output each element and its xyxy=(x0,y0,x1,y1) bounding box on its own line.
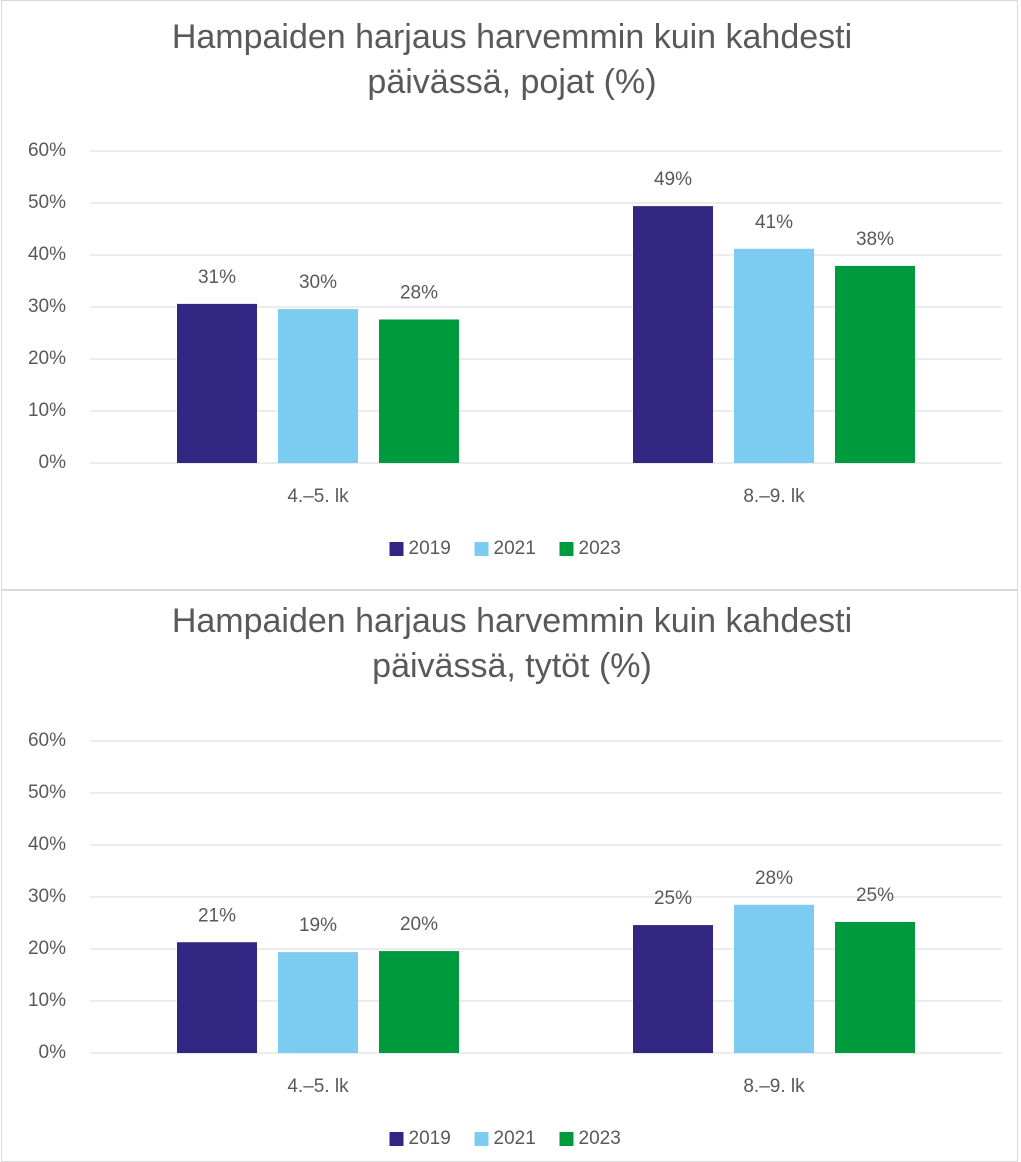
data-label: 38% xyxy=(856,229,894,250)
data-label: 28% xyxy=(755,868,793,889)
legend-swatch xyxy=(559,1132,574,1146)
legend-label: 2023 xyxy=(579,538,621,559)
x-tick-label: 8.–9. lk xyxy=(743,486,805,507)
legend-swatch xyxy=(389,542,404,556)
data-label: 19% xyxy=(299,915,337,936)
legend-label: 2021 xyxy=(494,1128,536,1149)
bar xyxy=(177,303,257,463)
bar xyxy=(278,309,358,463)
data-label: 20% xyxy=(400,914,438,935)
y-tick-label: 0% xyxy=(39,452,67,473)
y-tick-label: 0% xyxy=(39,1042,67,1063)
legend-label: 2023 xyxy=(579,1128,621,1149)
y-tick-label: 50% xyxy=(28,782,66,803)
bar xyxy=(379,319,459,463)
chart-title: Hampaiden harjaus harvemmin kuin kahdest… xyxy=(171,18,853,101)
data-label: 28% xyxy=(400,282,438,303)
data-label: 41% xyxy=(755,212,793,233)
y-tick-label: 30% xyxy=(28,296,66,317)
y-tick-label: 20% xyxy=(28,938,66,959)
bar xyxy=(835,265,915,463)
bar xyxy=(734,904,814,1053)
y-tick-label: 40% xyxy=(28,244,66,265)
y-tick-label: 60% xyxy=(28,730,66,751)
bar xyxy=(633,925,713,1053)
bar xyxy=(633,206,713,463)
bar xyxy=(278,952,358,1053)
chart-panel: 0% 10% 20% 30% 40% 50% 60% 4.–5. lk 21% 19% 20% 8.–… xyxy=(1,590,1018,1162)
bar xyxy=(379,951,459,1053)
y-tick-label: 20% xyxy=(28,348,66,369)
x-tick-label: 4.–5. lk xyxy=(287,486,349,507)
chart: 0% 10% 20% 30% 40% 50% 60% 4.–5. lk 31% 30% 28% 8.–… xyxy=(28,140,1002,559)
legend-label: 2019 xyxy=(409,1128,451,1149)
legend-swatch xyxy=(474,1132,489,1146)
data-label: 30% xyxy=(299,272,337,293)
legend-label: 2021 xyxy=(494,538,536,559)
legend-swatch xyxy=(474,542,489,556)
y-tick-label: 10% xyxy=(28,400,66,421)
legend-label: 2019 xyxy=(409,538,451,559)
x-tick-label: 8.–9. lk xyxy=(743,1076,805,1097)
data-label: 25% xyxy=(654,888,692,909)
chart-panel: 0% 10% 20% 30% 40% 50% 60% 4.–5. lk 31% 30% 28% 8.–… xyxy=(1,0,1018,590)
data-label: 25% xyxy=(856,885,894,906)
y-tick-label: 60% xyxy=(28,140,66,161)
bar xyxy=(734,248,814,463)
legend-swatch xyxy=(389,1132,404,1146)
y-tick-label: 30% xyxy=(28,886,66,907)
y-tick-label: 10% xyxy=(28,990,66,1011)
bar xyxy=(835,921,915,1053)
chart-title: Hampaiden harjaus harvemmin kuin kahdest… xyxy=(171,602,853,685)
data-label: 21% xyxy=(198,905,236,926)
x-tick-label: 4.–5. lk xyxy=(287,1076,349,1097)
bar xyxy=(177,942,257,1053)
legend-swatch xyxy=(559,542,574,556)
y-tick-label: 40% xyxy=(28,834,66,855)
data-label: 49% xyxy=(654,169,692,190)
data-label: 31% xyxy=(198,267,236,288)
y-tick-label: 50% xyxy=(28,192,66,213)
chart: 0% 10% 20% 30% 40% 50% 60% 4.–5. lk 21% 19% 20% 8.–… xyxy=(28,730,1002,1149)
